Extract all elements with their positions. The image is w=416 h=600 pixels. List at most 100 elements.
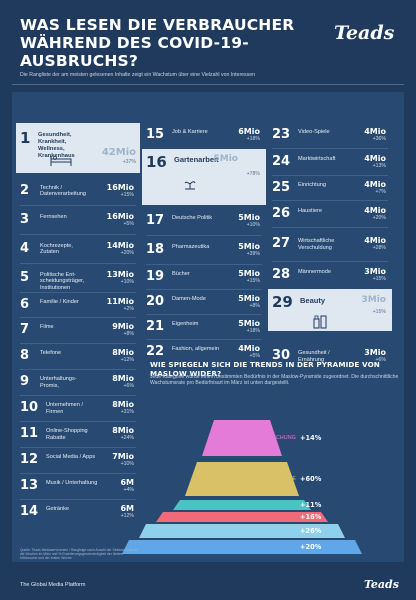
- rank-number: 4: [20, 240, 30, 256]
- ranking-item: 6 Familie / Kinder 11Mio +2%: [16, 292, 140, 317]
- row-divider: [272, 175, 388, 176]
- rank-growth: +15%: [120, 191, 134, 198]
- rank-number: 14: [20, 504, 39, 519]
- pyramid-level-label: SICHERHEIT: [262, 528, 296, 534]
- rank-growth: +4%: [123, 487, 134, 493]
- rank-number: 21: [146, 318, 165, 334]
- ranking-item: 4 Kochrezepte, Zutaten 14Mio +20%: [16, 234, 140, 263]
- row-divider: [20, 369, 136, 370]
- rank-number: 26: [272, 205, 291, 221]
- row-divider: [272, 148, 388, 149]
- rank-growth: +8%: [123, 331, 134, 337]
- rank-growth: +13%: [372, 162, 386, 169]
- rank-label: Video-Spiele: [298, 129, 330, 135]
- ranking-item: 26 Haustiere 4Mio +20%: [268, 200, 392, 227]
- rank-number: 1: [20, 129, 31, 147]
- rank-value: 9Mio: [112, 322, 134, 331]
- rank-value: 4Mio: [364, 179, 386, 189]
- ranking-item: 3 Fernsehen 16Mio +5%: [16, 205, 140, 234]
- rank-growth: +36%: [372, 136, 386, 142]
- rank-number: 2: [20, 182, 30, 198]
- row-divider: [146, 235, 262, 236]
- rank-number: 28: [272, 266, 291, 282]
- ranking-item: 8 Telefone 8Mio +12%: [16, 343, 140, 369]
- rank-label: Beauty: [300, 296, 326, 305]
- rank-label: Fernsehen: [40, 213, 67, 220]
- rank-label: Politische Ent-scheidungsträger, Institu…: [40, 271, 85, 291]
- rank-growth: +15%: [246, 277, 260, 284]
- rank-value: 14Mio: [106, 240, 134, 250]
- rank-value: 8Mio: [112, 400, 134, 409]
- rank-number: 29: [272, 293, 293, 311]
- pyramid-level-value: +16%: [300, 513, 322, 521]
- ranking-item: 7 Filme 9Mio +8%: [16, 317, 140, 343]
- ranking-item-highlight: 16 Gartenarbeit 5Mio +78%: [142, 149, 266, 205]
- rank-value: 3Mio: [364, 348, 386, 357]
- row-divider: [146, 264, 262, 265]
- row-divider: [272, 200, 388, 201]
- rank-value: 5Mio: [238, 268, 260, 278]
- rank-number: 16: [146, 153, 167, 171]
- rank-growth: +15%: [372, 275, 386, 282]
- rank-number: 7: [20, 322, 30, 337]
- pyramid-level-value: +20%: [300, 543, 322, 551]
- rank-label: Bücher: [172, 270, 190, 277]
- rank-growth: +7%: [375, 188, 386, 195]
- rank-growth: +12%: [120, 513, 134, 519]
- ranking-item: 11 Online-Shopping Rabatte 8Mio +24%: [16, 421, 140, 447]
- row-divider: [272, 261, 388, 262]
- rank-label: Job & Karriere: [172, 129, 208, 135]
- rank-number: 24: [272, 153, 291, 169]
- pyramid-level-value: +60%: [300, 475, 322, 483]
- rank-growth: +20%: [120, 249, 134, 256]
- rank-number: 11: [20, 426, 39, 441]
- pyramid-description: Jede Kategorie wurde einem bestimmten Be…: [150, 374, 399, 387]
- row-divider: [20, 343, 136, 344]
- rank-value: 42Mio: [101, 147, 136, 158]
- rank-value: 13Mio: [106, 269, 134, 279]
- rank-label: Musik / Unterhaltung: [46, 480, 98, 486]
- footer-logo: Teads: [364, 578, 399, 591]
- pyramid-level-label: SELBSTVERWIRKLICHUNG: [224, 435, 296, 441]
- rank-number: 27: [272, 236, 291, 251]
- rank-label: Fashion, allgemein: [172, 345, 219, 352]
- rank-growth: +6%: [123, 383, 134, 389]
- ranking-item: 12 Social Media / Apps 7Mio +10%: [16, 447, 140, 473]
- rank-number: 5: [20, 269, 30, 285]
- pyramid-level-value: +14%: [300, 434, 322, 442]
- rank-label: Gartenarbeit: [174, 155, 219, 164]
- ranking-item: 9 Unterhaltungs-Promis, 8Mio +6%: [16, 369, 140, 395]
- rank-number: 13: [20, 478, 39, 493]
- rank-growth: +31%: [120, 409, 134, 415]
- row-divider: [146, 314, 262, 315]
- ranking-item: 24 Marktwirtschaft 4Mio +13%: [268, 148, 392, 175]
- rank-number: 6: [20, 296, 30, 312]
- rank-growth: +24%: [120, 435, 134, 441]
- ranking-item: 14 Getränke 6M +12%: [16, 499, 140, 525]
- rank-growth: +18%: [246, 136, 260, 142]
- rank-value: 5Mio: [238, 212, 260, 222]
- rank-label: Deutsche Politik: [172, 214, 213, 221]
- row-divider: [20, 292, 136, 293]
- source-note: Quelle: Teads Mediaservicenetz / Rangfol…: [20, 548, 138, 561]
- rank-value: 5Mio: [213, 154, 239, 164]
- rank-value: 4Mio: [364, 127, 386, 136]
- pyramid-level-label: GRUNDBEDÜRFNISSE: [236, 544, 296, 550]
- rank-label: Filme: [40, 324, 54, 330]
- rank-growth: +12%: [120, 357, 134, 363]
- header: WAS LESEN DIE VERBRAUCHER WÄHREND DES CO…: [0, 0, 416, 86]
- rank-growth: +15%: [372, 309, 386, 315]
- rank-label: Einrichtung: [298, 181, 326, 188]
- rank-number: 15: [146, 127, 165, 142]
- rank-label: Damen-Mode: [172, 295, 206, 302]
- row-divider: [272, 227, 388, 228]
- rank-value: 6M: [120, 504, 134, 513]
- ranking-item: 21 Eigenheim 5Mio +18%: [142, 314, 266, 339]
- header-divider: [12, 84, 404, 85]
- beauty-icon: [313, 315, 327, 329]
- rank-label: Wirtschaftliche Verschuldung: [298, 238, 335, 251]
- ranking-item: 13 Musik / Unterhaltung 6M +4%: [16, 473, 140, 499]
- ranking-item: 17 Deutsche Politik 5Mio +10%: [142, 206, 266, 235]
- rank-label: Eigenheim: [172, 320, 199, 327]
- rank-value: 8Mio: [112, 374, 134, 383]
